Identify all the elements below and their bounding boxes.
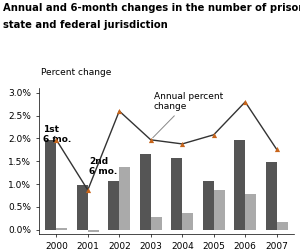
Bar: [234, 140, 245, 230]
Bar: [56, 228, 67, 230]
Bar: [203, 181, 214, 230]
Bar: [182, 213, 193, 230]
Bar: [140, 154, 151, 230]
Bar: [77, 185, 88, 230]
Point: [54, 138, 59, 142]
Text: Annual percent
change: Annual percent change: [153, 92, 223, 138]
Point: [274, 147, 279, 151]
Bar: [108, 181, 119, 230]
Bar: [214, 190, 225, 230]
Point: [148, 138, 153, 142]
Point: [85, 188, 90, 192]
Point: [180, 142, 184, 146]
Point: [117, 109, 122, 113]
Point: [243, 100, 248, 104]
Text: 1st
6 mo.: 1st 6 mo.: [43, 125, 71, 144]
Text: 2nd
6 mo.: 2nd 6 mo.: [89, 157, 118, 176]
Text: state and federal jurisdiction: state and federal jurisdiction: [3, 20, 168, 30]
Bar: [45, 140, 56, 230]
Text: Percent change: Percent change: [40, 68, 111, 77]
Bar: [277, 222, 288, 230]
Bar: [151, 217, 162, 230]
Text: Annual and 6-month changes in the number of prisoners under: Annual and 6-month changes in the number…: [3, 3, 300, 13]
Point: [211, 133, 216, 137]
Bar: [266, 162, 277, 230]
Bar: [171, 158, 182, 230]
Bar: [119, 167, 130, 230]
Bar: [88, 230, 99, 232]
Bar: [245, 194, 256, 230]
